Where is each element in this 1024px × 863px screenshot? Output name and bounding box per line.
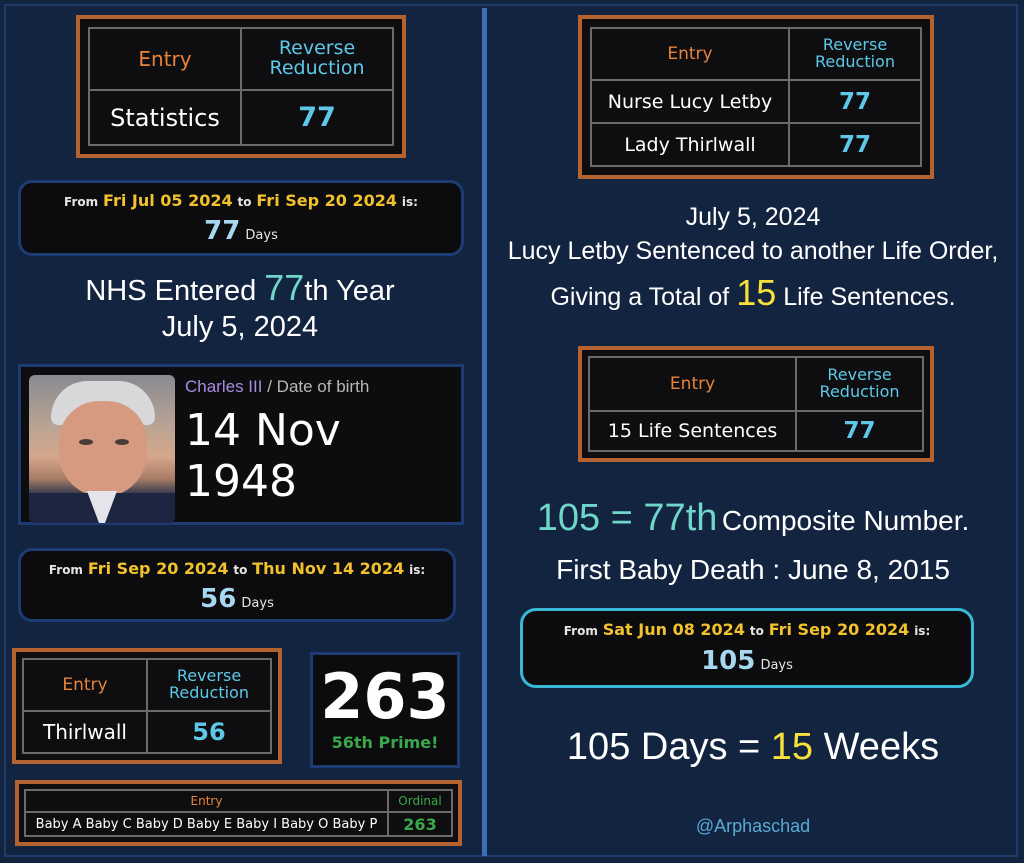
from-label: From xyxy=(64,195,99,209)
to-date: Fri Sep 20 2024 xyxy=(768,620,910,639)
sentence-date: July 5, 2024 xyxy=(685,203,821,231)
table-cell-value: 77 xyxy=(795,410,924,452)
day-count: 56 Days xyxy=(21,584,453,614)
table-cell-entry: 15 Life Sentences xyxy=(587,410,798,452)
table-cell-value: 77 xyxy=(240,89,394,146)
is-label: is: xyxy=(914,624,931,638)
to-date: Thu Nov 14 2024 xyxy=(252,559,405,578)
date-range-pill-1: From Fri Jul 05 2024 to Fri Sep 20 2024 … xyxy=(18,180,464,256)
nhs-date: July 5, 2024 xyxy=(161,311,319,343)
table-header-reduction: Reverse Reduction xyxy=(788,27,922,81)
from-label: From xyxy=(48,563,83,577)
sentence-caption: July 5, 2024 Lucy Letby Sentenced to ano… xyxy=(492,200,1014,320)
table-names: Entry Reverse Reduction Nurse Lucy Letby… xyxy=(578,15,934,179)
nhs-text-before: NHS Entered xyxy=(85,275,257,307)
outer-frame xyxy=(4,4,1018,857)
sentence-total-after: Life Sentences. xyxy=(783,283,956,311)
charles-dob: 14 Nov 1948 xyxy=(185,405,341,507)
sentence-line: Lucy Letby Sentenced to another Life Ord… xyxy=(507,237,999,265)
table-header-reduction: Reverse Reduction xyxy=(240,27,394,91)
date-range-pill-3: From Sat Jun 08 2024 to Fri Sep 20 2024 … xyxy=(520,608,974,688)
table-header-entry: Entry xyxy=(24,789,389,813)
day-count-number: 56 xyxy=(200,584,237,614)
to-label: to xyxy=(237,195,252,209)
from-label: From xyxy=(563,624,598,638)
from-date: Fri Sep 20 2024 xyxy=(87,559,229,578)
composite-caption: 105 = 77th Composite Number. First Baby … xyxy=(492,494,1014,590)
charles-photo xyxy=(29,375,175,523)
author-handle: @Arphaschad xyxy=(695,816,811,836)
table-cell-entry: Nurse Lucy Letby xyxy=(590,79,790,124)
prime-number: 263 xyxy=(320,660,450,733)
weeks-after: Weeks xyxy=(823,726,940,768)
date-range-line: From Sat Jun 08 2024 to Fri Sep 20 2024 … xyxy=(523,620,971,639)
charles-label: Charles III / Date of birth xyxy=(185,377,369,397)
prime-label: 56th Prime! xyxy=(331,733,439,752)
date-range-line: From Fri Sep 20 2024 to Thu Nov 14 2024 … xyxy=(21,559,453,578)
day-count: 105 Days xyxy=(523,646,971,676)
composite-line: 105 = 77th Composite Number. xyxy=(492,494,1014,550)
first-death-line: First Baby Death : June 8, 2015 xyxy=(556,554,950,585)
from-date: Sat Jun 08 2024 xyxy=(602,620,745,639)
day-count-unit: Days xyxy=(245,228,278,243)
table-sentences: Entry Reverse Reduction 15 Life Sentence… xyxy=(578,346,934,462)
table-cell-entry: Statistics xyxy=(88,89,242,146)
day-count-number: 105 xyxy=(701,646,756,676)
table-header-reduction: Reverse Reduction xyxy=(146,658,272,712)
sentence-total-number: 15 xyxy=(736,272,777,313)
charles-card: Charles III / Date of birth 14 Nov 1948 xyxy=(18,364,464,525)
table-header-ordinal: Ordinal xyxy=(387,789,453,813)
to-label: to xyxy=(233,563,248,577)
table-cell-value: 77 xyxy=(788,79,922,124)
nhs-line: NHS Entered 77th Year xyxy=(20,270,460,309)
charles-label-suffix: / Date of birth xyxy=(267,377,370,396)
charles-name: Charles III xyxy=(185,377,263,396)
day-count-unit: Days xyxy=(241,596,274,611)
table-cell-entry: Baby A Baby C Baby D Baby E Baby I Baby … xyxy=(24,811,389,837)
table-cell-value: 77 xyxy=(788,122,922,167)
table-babies: Entry Ordinal Baby A Baby C Baby D Baby … xyxy=(15,780,462,846)
is-label: is: xyxy=(401,195,418,209)
date-range-line: From Fri Jul 05 2024 to Fri Sep 20 2024 … xyxy=(21,191,461,210)
is-label: is: xyxy=(409,563,426,577)
table-header-entry: Entry xyxy=(590,27,790,81)
table-thirlwall: Entry Reverse Reduction Thirlwall 56 xyxy=(12,648,282,764)
day-count-unit: Days xyxy=(760,658,793,673)
weeks-before: 105 Days = xyxy=(566,726,761,768)
table-cell-value: 56 xyxy=(146,710,272,754)
table-cell-entry: Lady Thirlwall xyxy=(590,122,790,167)
prime-card: 263 56th Prime! xyxy=(310,652,460,768)
composite-highlight: 105 = 77th xyxy=(536,497,718,539)
table-cell-value: 263 xyxy=(387,811,453,837)
weeks-caption: 105 Days = 15 Weeks xyxy=(492,722,1014,772)
table-header-entry: Entry xyxy=(22,658,148,712)
column-divider xyxy=(482,8,487,856)
date-range-pill-2: From Fri Sep 20 2024 to Thu Nov 14 2024 … xyxy=(18,548,456,622)
day-count: 77 Days xyxy=(21,216,461,246)
table-statistics: Entry Reverse Reduction Statistics 77 xyxy=(76,15,406,158)
table-header-entry: Entry xyxy=(88,27,242,91)
table-cell-entry: Thirlwall xyxy=(22,710,148,754)
nhs-caption: NHS Entered 77th Year July 5, 2024 xyxy=(20,270,460,345)
table-header-reduction: Reverse Reduction xyxy=(795,356,924,412)
to-date: Fri Sep 20 2024 xyxy=(256,191,398,210)
nhs-number: 77 xyxy=(264,267,305,308)
composite-after: Composite Number. xyxy=(721,505,970,536)
nhs-text-after: th Year xyxy=(304,275,395,307)
day-count-number: 77 xyxy=(204,216,241,246)
table-header-entry: Entry xyxy=(587,356,798,412)
sentence-total-line: Giving a Total of 15 Life Sentences. xyxy=(492,270,1014,320)
sentence-total-before: Giving a Total of xyxy=(550,283,730,311)
to-label: to xyxy=(749,624,764,638)
from-date: Fri Jul 05 2024 xyxy=(103,191,233,210)
weeks-number: 15 xyxy=(770,726,814,768)
